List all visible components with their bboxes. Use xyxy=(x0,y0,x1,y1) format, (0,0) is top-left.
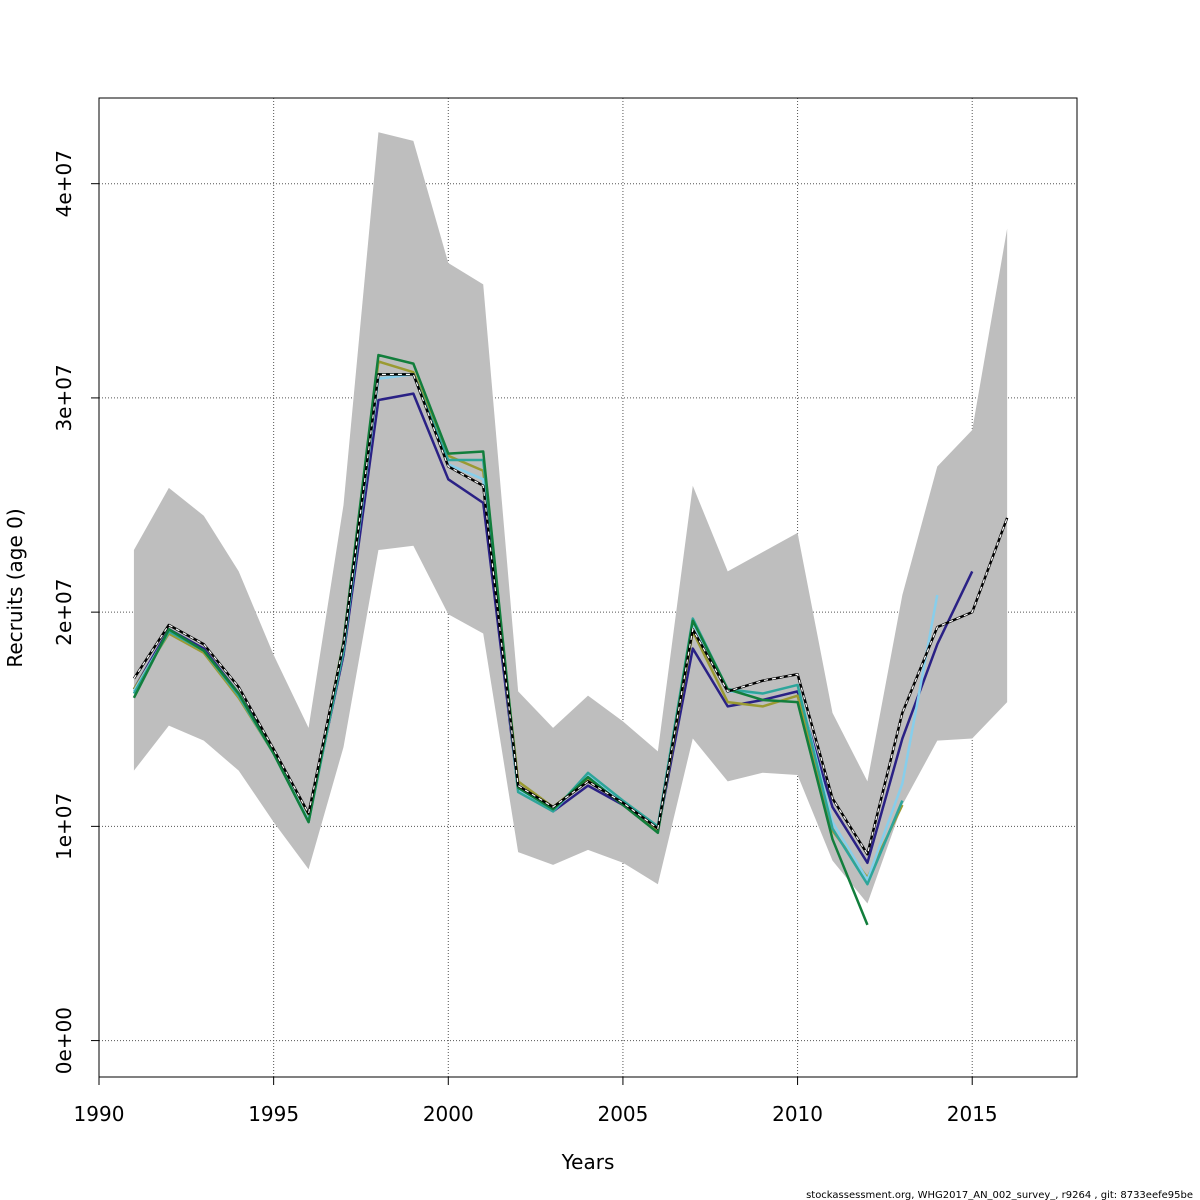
series-line-5 xyxy=(132,353,869,926)
x-tick-label: 2005 xyxy=(597,1102,648,1126)
confidence-band xyxy=(133,132,1008,904)
series-lines-layer xyxy=(132,353,1009,926)
x-tick-label: 2015 xyxy=(947,1102,998,1126)
y-tick-label: 3e+07 xyxy=(52,364,76,431)
x-tick-label: 1990 xyxy=(74,1102,125,1126)
x-tick-label: 2010 xyxy=(772,1102,823,1126)
y-tick-label: 1e+07 xyxy=(52,793,76,860)
x-axis-title: Years xyxy=(561,1150,615,1174)
y-tick-label: 0e+00 xyxy=(52,1007,76,1074)
x-tick-label: 1995 xyxy=(248,1102,299,1126)
footer-caption: stockassessment.org, WHG2017_AN_002_surv… xyxy=(806,1190,1193,1200)
y-tick-label: 4e+07 xyxy=(52,150,76,217)
axes-layer: 1990 1995 2000 2005 2010 2015 0e+00 1e+07 2e+07 3… xyxy=(52,150,998,1126)
series-line-reference-dash xyxy=(133,373,1008,856)
x-tick-label: 2000 xyxy=(423,1102,474,1126)
confidence-band-layer xyxy=(133,132,1008,904)
y-tick-label: 2e+07 xyxy=(52,579,76,646)
y-axis-title: Recruits (age 0) xyxy=(3,508,27,667)
